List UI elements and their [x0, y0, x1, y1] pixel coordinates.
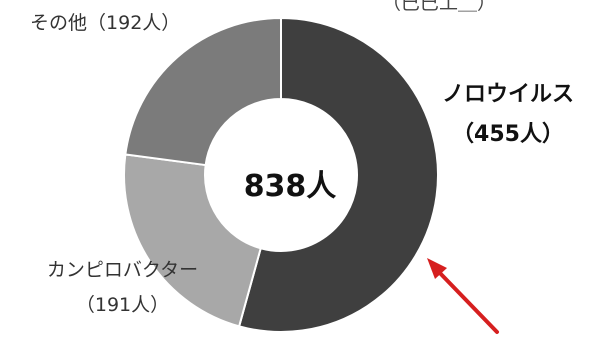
donut-center-total: 838人 — [243, 169, 337, 204]
slice-name-other: その他 — [30, 12, 88, 34]
slice-other — [124, 16, 282, 167]
slice-name-norovirus: ノロウイルス — [441, 82, 574, 107]
arrow-shaft — [435, 268, 499, 334]
slice-value-campylobacter: （191人） — [75, 294, 170, 316]
slice-label-other: その他（192人） — [30, 8, 180, 35]
slice-label-campylobacter: カンピロバクター （191人） — [10, 255, 235, 317]
slice-campylobacter — [123, 153, 262, 328]
slice-value-other: （192人） — [87, 12, 181, 34]
slice-value-norovirus: （455人） — [452, 122, 564, 147]
red-arrow-icon — [427, 258, 499, 334]
top-cutoff-label: （巳巳工＿） — [382, 0, 497, 14]
donut-slices — [123, 16, 439, 333]
slice-label-norovirus: ノロウイルス （455人） — [418, 76, 598, 148]
slice-name-campylobacter: カンピロバクター — [46, 259, 199, 281]
arrow-head — [427, 258, 447, 279]
slice-norovirus — [237, 16, 439, 333]
